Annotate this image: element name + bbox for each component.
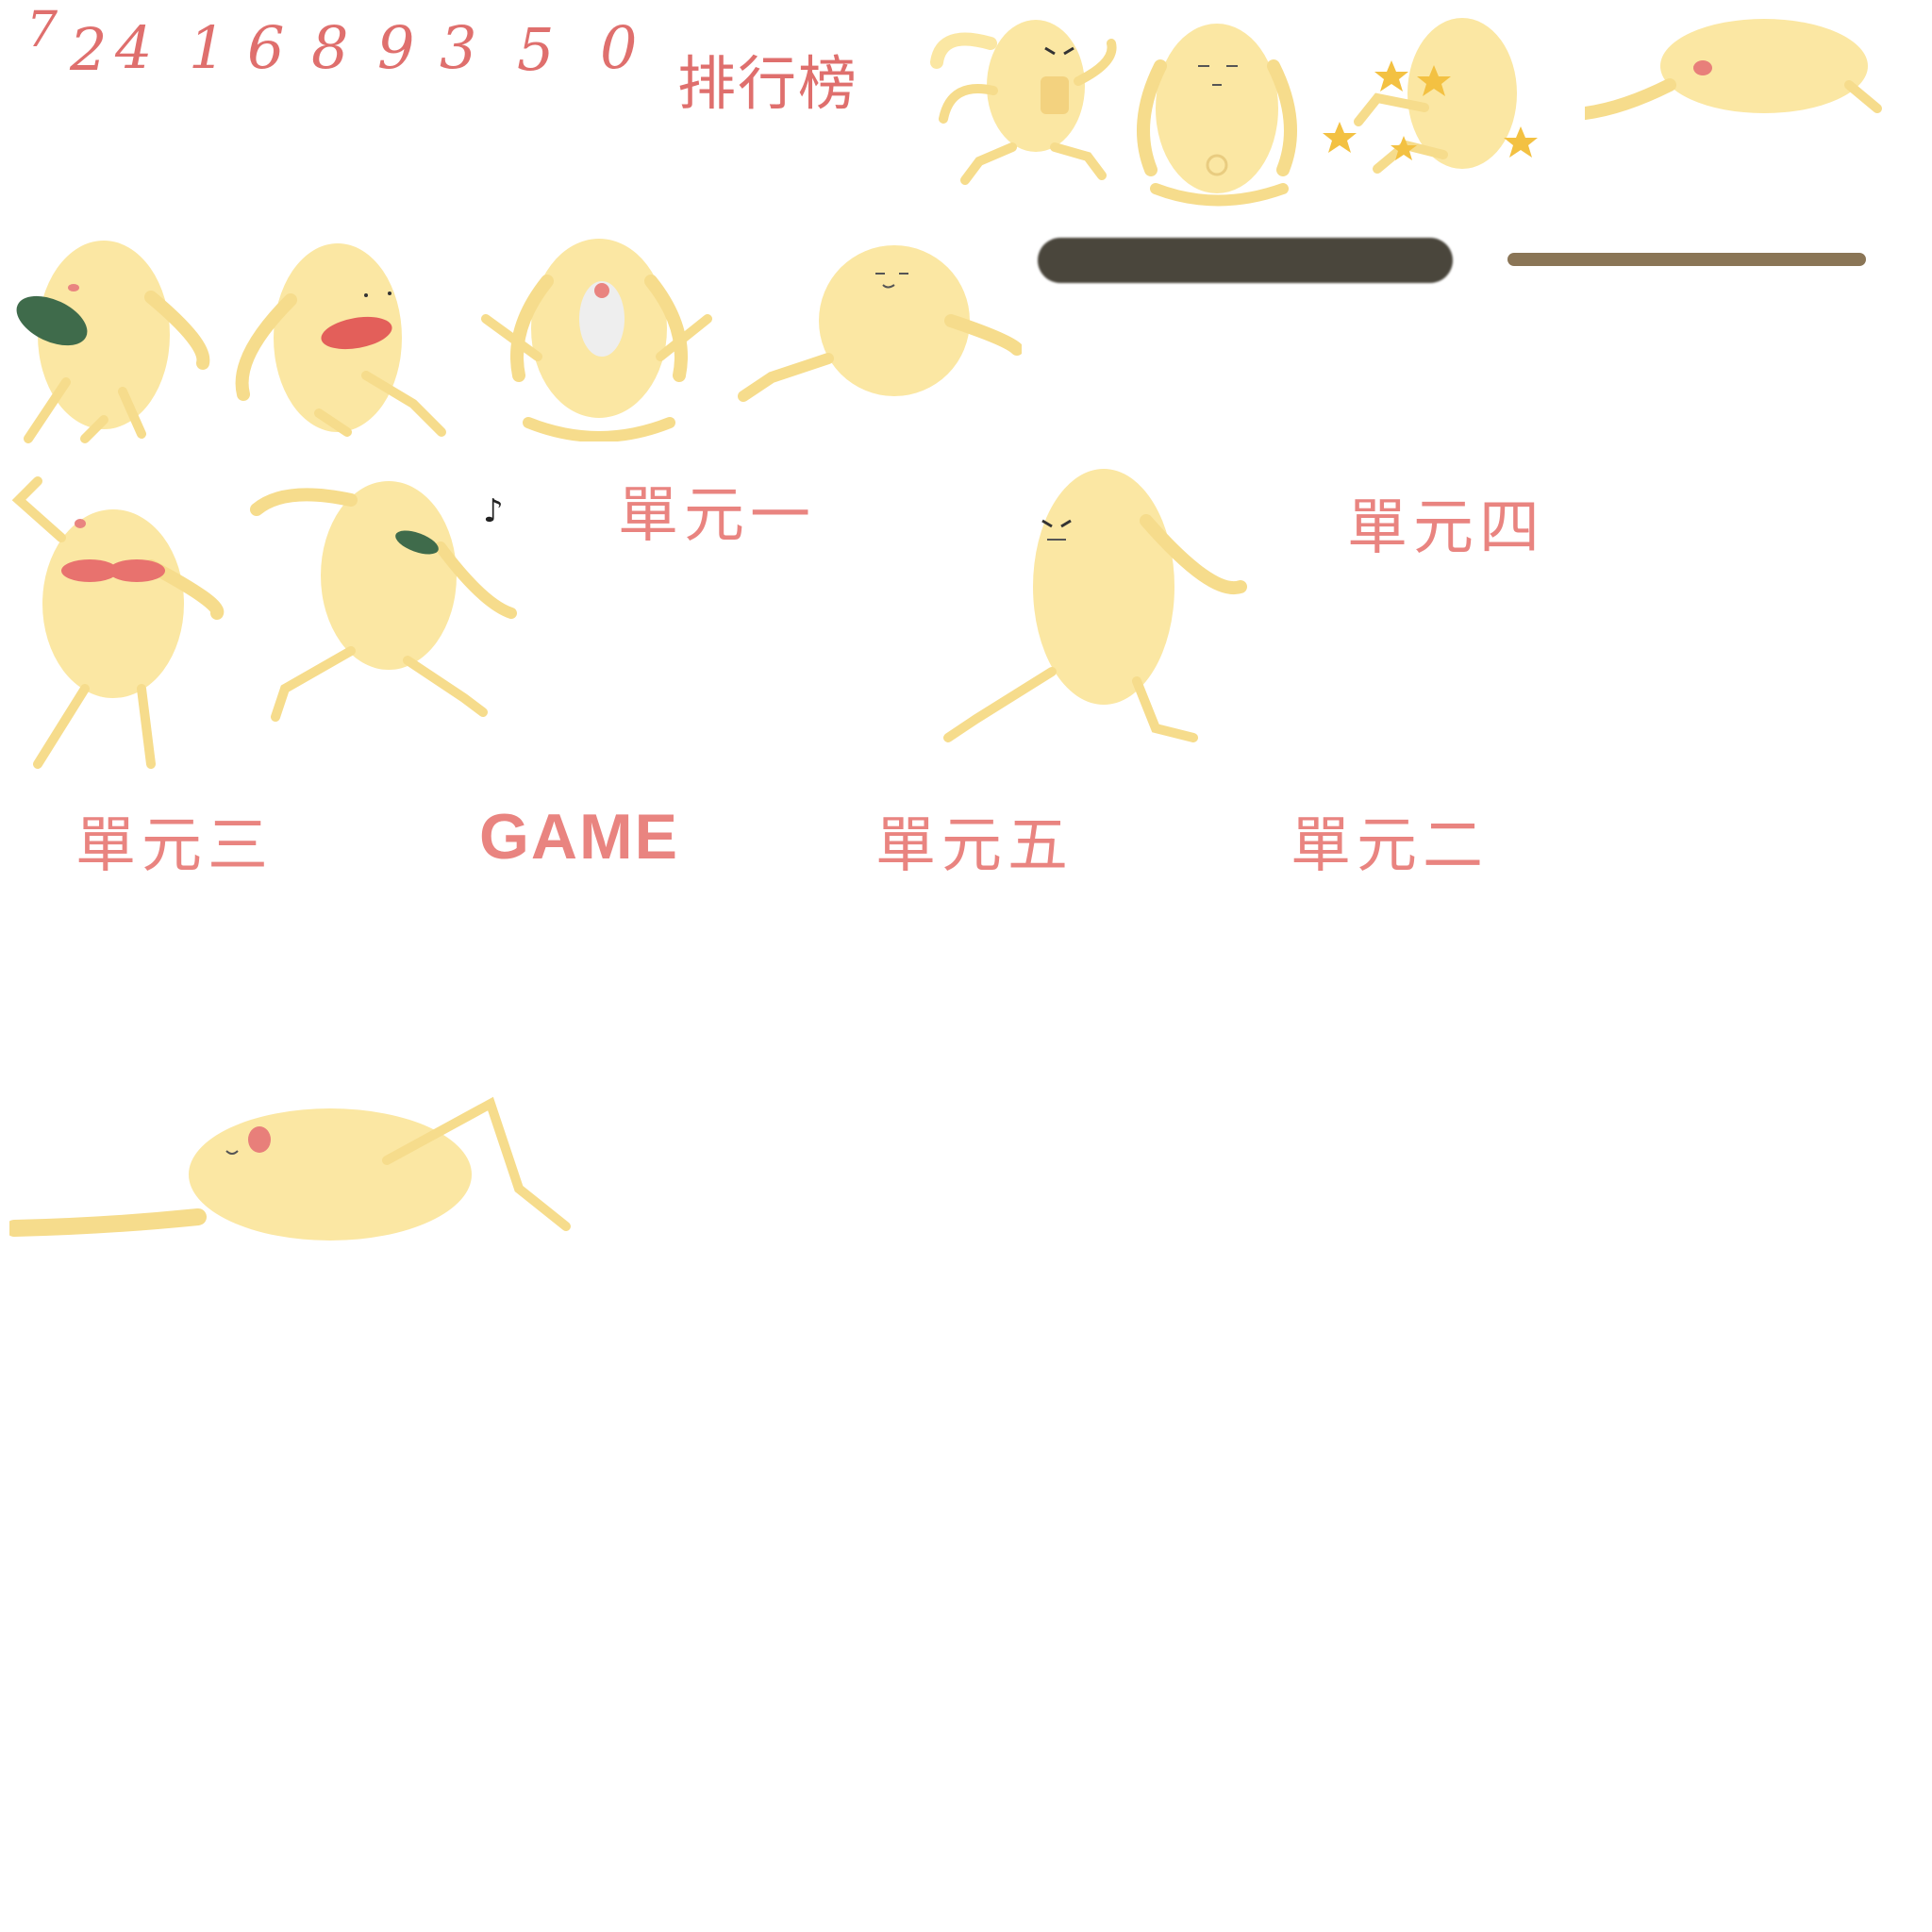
digit-6: 6 xyxy=(247,13,285,82)
bunny-lying-sprite xyxy=(1585,19,1882,120)
unit-five-button[interactable]: 單元五 xyxy=(875,811,1074,881)
digit-2: 2 xyxy=(70,15,108,84)
bunny-muscle-sprite xyxy=(930,20,1117,185)
bunny-reclining-sprite xyxy=(738,245,1022,402)
bunny-leaf-flute-sprite xyxy=(250,481,517,722)
unit-two-button[interactable]: 單元二 xyxy=(1291,811,1489,881)
unit-one-button[interactable]: 單元一 xyxy=(618,481,816,551)
digit-3: 3 xyxy=(440,13,477,82)
bunny-angry-stance-sprite xyxy=(943,469,1247,742)
game-button[interactable]: GAME xyxy=(479,801,679,873)
music-note-icon: ♪ xyxy=(483,492,504,530)
digit-7: 7 xyxy=(26,2,58,58)
digit-8: 8 xyxy=(311,13,349,82)
bunny-sweetpotato-sprite xyxy=(235,243,446,437)
bunny-stars-sprite xyxy=(1323,18,1538,174)
unit-four-button[interactable]: 單元四 xyxy=(1347,493,1545,563)
digit-4: 4 xyxy=(115,13,153,82)
digit-1: 1 xyxy=(189,13,226,82)
bunny-leaf-sitting-sprite xyxy=(16,241,210,443)
digit-5: 5 xyxy=(517,15,555,84)
unit-three-button[interactable]: 單元三 xyxy=(75,811,274,881)
progress-bar-light xyxy=(1507,253,1866,266)
bunny-beard-sprite xyxy=(481,239,712,441)
bunny-meditate-sprite xyxy=(1137,24,1297,207)
digit-9: 9 xyxy=(377,13,415,82)
progress-bar-dark xyxy=(1038,238,1453,283)
leaderboard-label[interactable]: 排行榜 xyxy=(677,49,859,118)
bunny-sleeping-sprite xyxy=(9,1096,571,1241)
bunny-bikini-sprite xyxy=(11,476,225,769)
digit-0: 0 xyxy=(600,13,638,82)
